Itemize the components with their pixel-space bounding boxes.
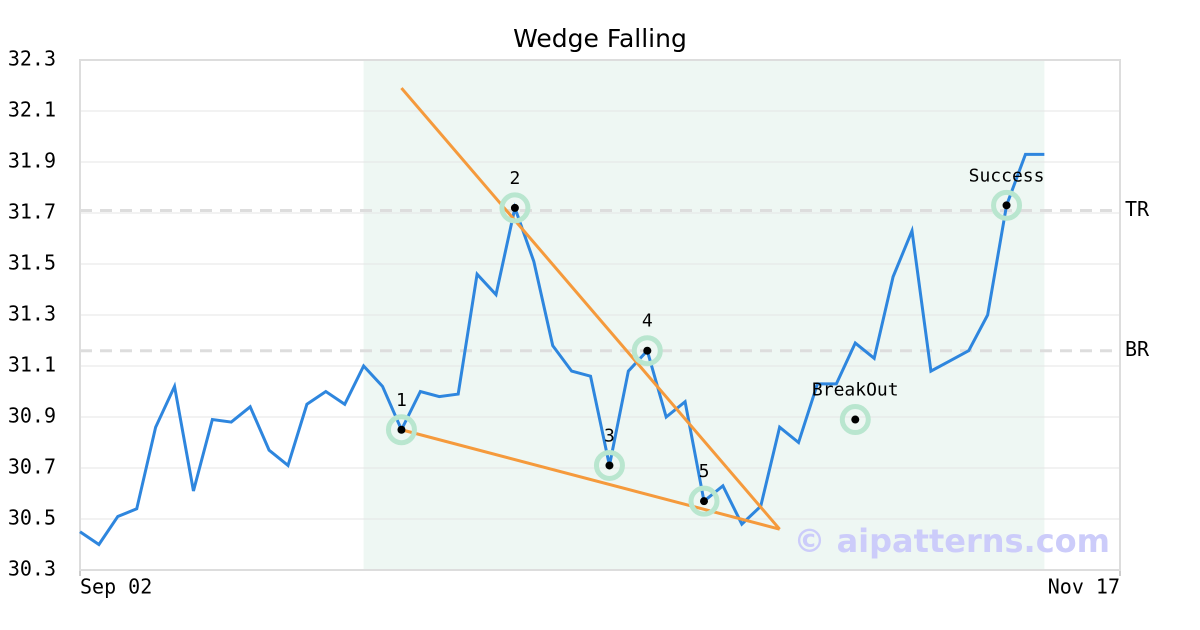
point-halo xyxy=(688,485,720,517)
y-tick-label: 31.5 xyxy=(8,251,56,275)
point-dot xyxy=(605,461,614,470)
y-tick-label: 31.3 xyxy=(8,302,56,326)
y-tick-label: 31.9 xyxy=(8,149,56,173)
chart-title: Wedge Falling xyxy=(513,24,687,53)
y-tick-label: 30.9 xyxy=(8,404,56,428)
point-halo xyxy=(385,414,417,446)
y-tick-label: 31.1 xyxy=(8,353,56,377)
y-tick-label: 32.3 xyxy=(8,47,56,71)
point-dot xyxy=(643,346,652,355)
y-tick-label: 31.7 xyxy=(8,200,56,224)
x-tick-label: Sep 02 xyxy=(80,575,152,599)
point-label: 4 xyxy=(642,311,653,332)
price-line xyxy=(79,152,1045,547)
point-label: 1 xyxy=(396,390,407,411)
point-dot xyxy=(397,425,406,434)
point-label: Success xyxy=(969,165,1045,186)
point-dot xyxy=(1002,201,1011,210)
level-label: TR xyxy=(1125,197,1150,221)
point-halo xyxy=(631,335,663,367)
point-halo xyxy=(991,189,1023,221)
y-tick-label: 30.3 xyxy=(8,557,56,581)
level-label: BR xyxy=(1125,337,1150,361)
x-tick-label: Nov 17 xyxy=(1048,575,1120,599)
point-dot xyxy=(700,497,708,506)
point-dot xyxy=(510,203,519,212)
point-label: 5 xyxy=(699,461,710,482)
wedge-line xyxy=(401,428,781,531)
point-dot xyxy=(851,415,860,424)
point-halo xyxy=(499,192,531,224)
point-label: BreakOut xyxy=(812,380,899,401)
y-tick-label: 32.1 xyxy=(8,98,56,122)
plot-frame xyxy=(79,59,1121,571)
watermark: © aipatterns.com xyxy=(793,522,1110,560)
point-halo xyxy=(839,404,871,436)
wedge-line xyxy=(400,87,781,531)
point-label: 3 xyxy=(604,425,615,446)
point-halo xyxy=(593,449,625,481)
y-tick-label: 30.5 xyxy=(8,506,56,530)
y-tick-label: 30.7 xyxy=(8,455,56,479)
point-label: 2 xyxy=(509,168,520,189)
